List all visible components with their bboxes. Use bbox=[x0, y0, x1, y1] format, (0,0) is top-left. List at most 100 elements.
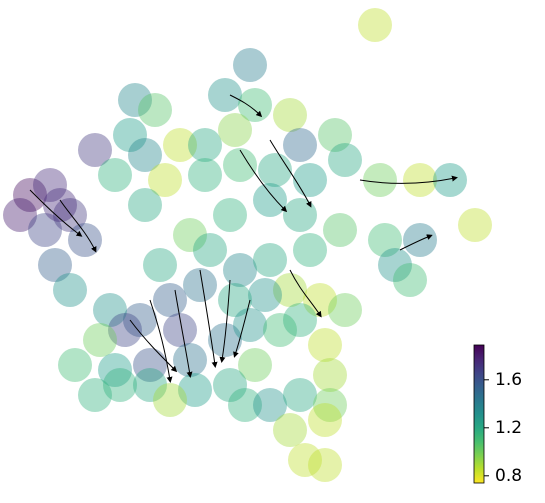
point bbox=[253, 388, 287, 422]
point bbox=[53, 273, 87, 307]
streamline bbox=[229, 94, 263, 118]
point bbox=[263, 313, 297, 347]
point bbox=[188, 158, 222, 192]
streamline bbox=[129, 319, 178, 373]
point bbox=[233, 308, 267, 342]
point bbox=[273, 413, 307, 447]
point bbox=[43, 188, 77, 222]
point bbox=[293, 163, 327, 197]
streamline bbox=[269, 139, 312, 208]
point bbox=[308, 403, 342, 437]
point bbox=[458, 208, 492, 242]
point bbox=[173, 343, 207, 377]
streamline bbox=[174, 289, 193, 378]
point bbox=[253, 183, 287, 217]
point bbox=[363, 163, 397, 197]
point bbox=[193, 233, 227, 267]
point bbox=[378, 248, 412, 282]
point bbox=[283, 303, 317, 337]
point bbox=[273, 273, 307, 307]
streamline bbox=[289, 269, 322, 318]
point bbox=[103, 368, 137, 402]
point bbox=[358, 8, 392, 42]
point bbox=[13, 178, 47, 212]
point bbox=[368, 223, 402, 257]
point bbox=[403, 163, 437, 197]
point bbox=[288, 443, 322, 477]
point bbox=[323, 213, 357, 247]
point bbox=[128, 138, 162, 172]
point bbox=[3, 198, 37, 232]
point bbox=[53, 198, 87, 232]
point bbox=[223, 253, 257, 287]
colorbar-tick-label: 0.8 bbox=[495, 466, 522, 486]
point bbox=[303, 283, 337, 317]
streamline bbox=[199, 269, 218, 368]
point bbox=[283, 378, 317, 412]
point bbox=[78, 378, 112, 412]
point bbox=[153, 383, 187, 417]
point bbox=[118, 83, 152, 117]
point bbox=[223, 148, 257, 182]
streamline bbox=[399, 234, 433, 251]
point bbox=[328, 293, 362, 327]
colorbar-tick-label: 1.2 bbox=[495, 418, 522, 438]
point bbox=[248, 278, 282, 312]
point bbox=[68, 223, 102, 257]
point bbox=[123, 303, 157, 337]
point bbox=[183, 268, 217, 302]
point bbox=[28, 213, 62, 247]
point bbox=[188, 128, 222, 162]
point bbox=[173, 218, 207, 252]
point bbox=[328, 143, 362, 177]
point bbox=[283, 128, 317, 162]
point bbox=[128, 188, 162, 222]
point bbox=[273, 98, 307, 132]
streamlines bbox=[29, 94, 458, 383]
point bbox=[113, 118, 147, 152]
streamline bbox=[59, 199, 97, 253]
point bbox=[258, 153, 292, 187]
point bbox=[133, 348, 167, 382]
point bbox=[213, 368, 247, 402]
point bbox=[433, 163, 467, 197]
point bbox=[38, 248, 72, 282]
point bbox=[218, 113, 252, 147]
streamline bbox=[219, 279, 231, 363]
point bbox=[308, 448, 342, 482]
point bbox=[153, 283, 187, 317]
point bbox=[33, 168, 67, 202]
point bbox=[108, 313, 142, 347]
point bbox=[283, 198, 317, 232]
point bbox=[293, 233, 327, 267]
point bbox=[228, 388, 262, 422]
point bbox=[133, 368, 167, 402]
point bbox=[308, 328, 342, 362]
point bbox=[78, 133, 112, 167]
point bbox=[138, 93, 172, 127]
streamline bbox=[233, 299, 251, 358]
point bbox=[313, 388, 347, 422]
point bbox=[163, 313, 197, 347]
point bbox=[313, 358, 347, 392]
point bbox=[93, 293, 127, 327]
point bbox=[163, 128, 197, 162]
point bbox=[253, 243, 287, 277]
point bbox=[143, 248, 177, 282]
point bbox=[238, 348, 272, 382]
streamline bbox=[149, 299, 173, 383]
point bbox=[208, 78, 242, 112]
point bbox=[83, 323, 117, 357]
point bbox=[148, 163, 182, 197]
point bbox=[238, 88, 272, 122]
streamline bbox=[239, 149, 288, 213]
streamline bbox=[359, 175, 458, 184]
point bbox=[233, 48, 267, 82]
point bbox=[98, 158, 132, 192]
point bbox=[178, 373, 212, 407]
colorbar-ticks: 0.8 1.2 1.6 bbox=[484, 370, 522, 486]
point bbox=[58, 348, 92, 382]
colorbar bbox=[473, 344, 485, 484]
point bbox=[393, 263, 427, 297]
